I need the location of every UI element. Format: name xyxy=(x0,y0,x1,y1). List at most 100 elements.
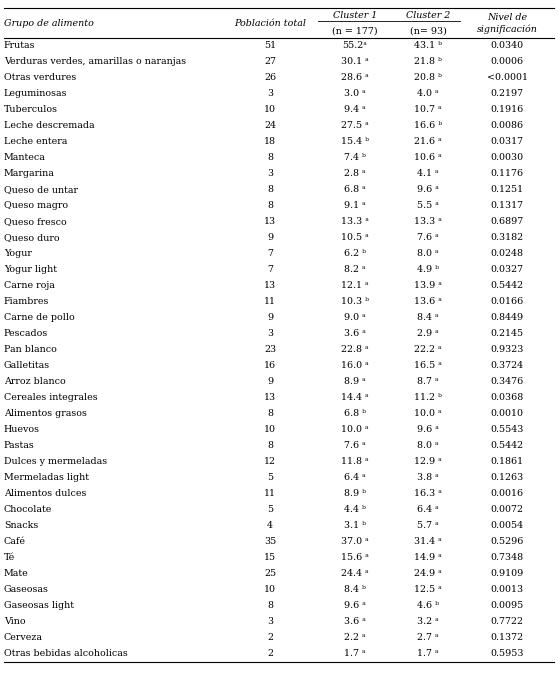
Text: Alimentos dulces: Alimentos dulces xyxy=(4,489,86,498)
Text: 6.8 ᵇ: 6.8 ᵇ xyxy=(344,410,366,418)
Text: 14.4 ᵃ: 14.4 ᵃ xyxy=(341,393,369,403)
Text: 0.0013: 0.0013 xyxy=(490,586,523,594)
Text: 4.4 ᵇ: 4.4 ᵇ xyxy=(344,506,366,515)
Text: Cerveza: Cerveza xyxy=(4,634,43,642)
Text: 10.7 ᵃ: 10.7 ᵃ xyxy=(414,106,442,114)
Text: 1.7 ᵃ: 1.7 ᵃ xyxy=(417,649,439,659)
Text: Nivel de: Nivel de xyxy=(487,12,527,22)
Text: 9: 9 xyxy=(267,313,273,322)
Text: 25: 25 xyxy=(264,569,276,579)
Text: 11: 11 xyxy=(264,297,276,307)
Text: 2: 2 xyxy=(267,649,273,659)
Text: 0.5543: 0.5543 xyxy=(490,426,524,435)
Text: Cereales integrales: Cereales integrales xyxy=(4,393,98,403)
Text: 8: 8 xyxy=(267,202,273,211)
Text: 5: 5 xyxy=(267,473,273,483)
Text: Cluster 2: Cluster 2 xyxy=(406,11,450,20)
Text: 4.6 ᵇ: 4.6 ᵇ xyxy=(417,601,439,611)
Text: 8.9 ᵃ: 8.9 ᵃ xyxy=(344,378,366,387)
Text: 16.6 ᵇ: 16.6 ᵇ xyxy=(414,121,442,131)
Text: Té: Té xyxy=(4,554,15,563)
Text: 0.5296: 0.5296 xyxy=(490,538,524,546)
Text: 9.1 ᵃ: 9.1 ᵃ xyxy=(344,202,366,211)
Text: Café: Café xyxy=(4,538,26,546)
Text: 18: 18 xyxy=(264,137,276,146)
Text: 0.5442: 0.5442 xyxy=(490,441,523,450)
Text: 12: 12 xyxy=(264,458,276,466)
Text: 0.7348: 0.7348 xyxy=(490,554,523,563)
Text: 26: 26 xyxy=(264,74,276,83)
Text: Grupo de alimento: Grupo de alimento xyxy=(4,18,94,28)
Text: 27: 27 xyxy=(264,58,276,66)
Text: Mate: Mate xyxy=(4,569,29,579)
Text: 0.5953: 0.5953 xyxy=(490,649,524,659)
Text: 3.6 ᵃ: 3.6 ᵃ xyxy=(344,617,366,626)
Text: 2.2 ᵃ: 2.2 ᵃ xyxy=(344,634,366,642)
Text: 10.0 ᵃ: 10.0 ᵃ xyxy=(414,410,442,418)
Text: 0.0340: 0.0340 xyxy=(490,41,523,51)
Text: Frutas: Frutas xyxy=(4,41,36,51)
Text: 4.0 ᵃ: 4.0 ᵃ xyxy=(417,89,439,98)
Text: 2.8 ᵃ: 2.8 ᵃ xyxy=(344,169,366,179)
Text: Queso de untar: Queso de untar xyxy=(4,185,78,194)
Text: Leguminosas: Leguminosas xyxy=(4,89,68,98)
Text: 0.0054: 0.0054 xyxy=(490,521,523,531)
Text: 0.1251: 0.1251 xyxy=(490,185,523,194)
Text: 11: 11 xyxy=(264,489,276,498)
Text: Queso duro: Queso duro xyxy=(4,234,60,242)
Text: 0.0248: 0.0248 xyxy=(490,250,523,259)
Text: 7: 7 xyxy=(267,265,273,274)
Text: 8: 8 xyxy=(267,410,273,418)
Text: Gaseosas: Gaseosas xyxy=(4,586,49,594)
Text: 0.1176: 0.1176 xyxy=(490,169,523,179)
Text: Tuberculos: Tuberculos xyxy=(4,106,58,114)
Text: 6.4 ᵃ: 6.4 ᵃ xyxy=(344,473,366,483)
Text: 10.3 ᵇ: 10.3 ᵇ xyxy=(341,297,369,307)
Text: 10: 10 xyxy=(264,106,276,114)
Text: 2.7 ᵃ: 2.7 ᵃ xyxy=(417,634,439,642)
Text: 8: 8 xyxy=(267,441,273,450)
Text: 8.4 ᵇ: 8.4 ᵇ xyxy=(344,586,366,594)
Text: 0.1263: 0.1263 xyxy=(490,473,523,483)
Text: 0.1916: 0.1916 xyxy=(490,106,523,114)
Text: 5.5 ᵃ: 5.5 ᵃ xyxy=(417,202,439,211)
Text: 13.9 ᵃ: 13.9 ᵃ xyxy=(414,282,442,290)
Text: 0.0072: 0.0072 xyxy=(490,506,523,515)
Text: 8: 8 xyxy=(267,601,273,611)
Text: Yogur light: Yogur light xyxy=(4,265,57,274)
Text: 10.0 ᵃ: 10.0 ᵃ xyxy=(341,426,369,435)
Text: 9.4 ᵃ: 9.4 ᵃ xyxy=(344,106,366,114)
Text: 20.8 ᵇ: 20.8 ᵇ xyxy=(414,74,442,83)
Text: 16: 16 xyxy=(264,362,276,370)
Text: 3.0 ᵃ: 3.0 ᵃ xyxy=(344,89,366,98)
Text: 8.0 ᵃ: 8.0 ᵃ xyxy=(417,441,439,450)
Text: 0.3476: 0.3476 xyxy=(490,378,523,387)
Text: 10: 10 xyxy=(264,586,276,594)
Text: 0.0030: 0.0030 xyxy=(490,154,523,162)
Text: 3.8 ᵃ: 3.8 ᵃ xyxy=(417,473,439,483)
Text: significación: significación xyxy=(477,24,537,34)
Text: 0.0016: 0.0016 xyxy=(490,489,523,498)
Text: 15: 15 xyxy=(264,554,276,563)
Text: 16.0 ᵃ: 16.0 ᵃ xyxy=(341,362,369,370)
Text: 0.3724: 0.3724 xyxy=(490,362,523,370)
Text: 15.4 ᵇ: 15.4 ᵇ xyxy=(341,137,369,146)
Text: 13: 13 xyxy=(264,393,276,403)
Text: 11.8 ᵃ: 11.8 ᵃ xyxy=(341,458,369,466)
Text: 0.0086: 0.0086 xyxy=(490,121,523,131)
Text: 9.6 ᵃ: 9.6 ᵃ xyxy=(417,426,439,435)
Text: 0.1861: 0.1861 xyxy=(490,458,523,466)
Text: 6.4 ᵃ: 6.4 ᵃ xyxy=(417,506,439,515)
Text: 24.9 ᵃ: 24.9 ᵃ xyxy=(414,569,442,579)
Text: Fiambres: Fiambres xyxy=(4,297,49,307)
Text: 13: 13 xyxy=(264,282,276,290)
Text: 0.0095: 0.0095 xyxy=(490,601,523,611)
Text: Gaseosas light: Gaseosas light xyxy=(4,601,74,611)
Text: 43.1 ᵇ: 43.1 ᵇ xyxy=(414,41,442,51)
Text: 8.7 ᵃ: 8.7 ᵃ xyxy=(417,378,439,387)
Text: Margarina: Margarina xyxy=(4,169,55,179)
Text: 10.6 ᵃ: 10.6 ᵃ xyxy=(414,154,442,162)
Text: 0.5442: 0.5442 xyxy=(490,282,523,290)
Text: 21.8 ᵇ: 21.8 ᵇ xyxy=(414,58,442,66)
Text: Queso fresco: Queso fresco xyxy=(4,217,67,227)
